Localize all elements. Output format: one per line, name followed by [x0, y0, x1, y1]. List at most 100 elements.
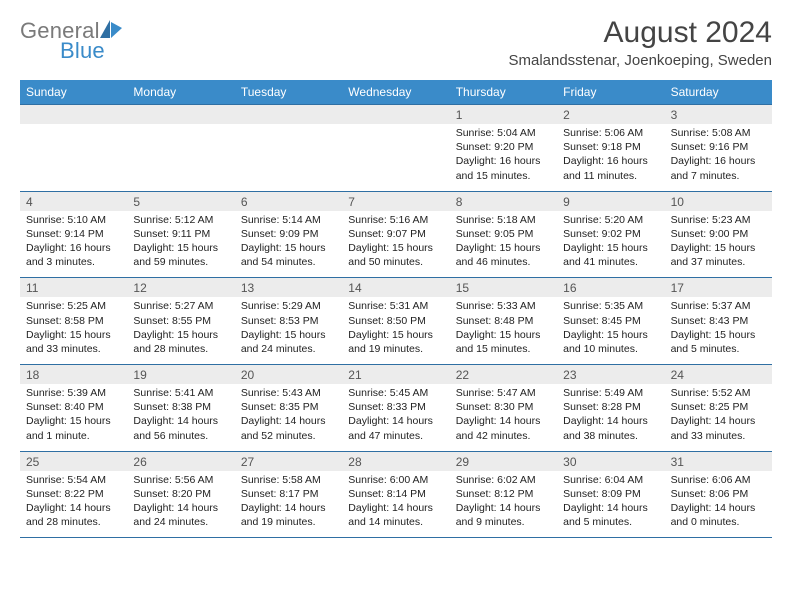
day-number-band: 25262728293031	[20, 452, 772, 471]
day-sunrise: Sunrise: 5:14 AM	[241, 213, 336, 227]
day-number: 7	[342, 192, 449, 211]
day-sunrise: Sunrise: 5:35 AM	[563, 299, 658, 313]
day-sunset: Sunset: 8:14 PM	[348, 487, 443, 501]
day-daylight1: Daylight: 14 hours	[348, 414, 443, 428]
day-sunset: Sunset: 8:25 PM	[671, 400, 766, 414]
week-row: 25262728293031Sunrise: 5:54 AMSunset: 8:…	[20, 451, 772, 539]
day-daylight1: Daylight: 14 hours	[133, 414, 228, 428]
day-daylight1: Daylight: 15 hours	[563, 328, 658, 342]
day-number: 14	[342, 278, 449, 297]
day-sunset: Sunset: 8:55 PM	[133, 314, 228, 328]
day-daylight2: and 24 minutes.	[133, 515, 228, 529]
day-number: 16	[557, 278, 664, 297]
day-cell: Sunrise: 5:31 AMSunset: 8:50 PMDaylight:…	[342, 297, 449, 364]
day-daylight2: and 5 minutes.	[563, 515, 658, 529]
day-sunset: Sunset: 8:12 PM	[456, 487, 551, 501]
day-cell: Sunrise: 5:54 AMSunset: 8:22 PMDaylight:…	[20, 471, 127, 538]
week-row: 11121314151617Sunrise: 5:25 AMSunset: 8:…	[20, 277, 772, 364]
day-daylight2: and 24 minutes.	[241, 342, 336, 356]
day-daylight2: and 5 minutes.	[671, 342, 766, 356]
day-cell: Sunrise: 5:43 AMSunset: 8:35 PMDaylight:…	[235, 384, 342, 451]
day-sunset: Sunset: 8:30 PM	[456, 400, 551, 414]
dow-wed: Wednesday	[342, 80, 449, 104]
day-number: 28	[342, 452, 449, 471]
day-cell: Sunrise: 5:12 AMSunset: 9:11 PMDaylight:…	[127, 211, 234, 278]
day-daylight1: Daylight: 15 hours	[241, 241, 336, 255]
day-cell: Sunrise: 5:35 AMSunset: 8:45 PMDaylight:…	[557, 297, 664, 364]
day-daylight2: and 0 minutes.	[671, 515, 766, 529]
day-sunrise: Sunrise: 5:27 AM	[133, 299, 228, 313]
day-sunset: Sunset: 9:02 PM	[563, 227, 658, 241]
day-daylight2: and 19 minutes.	[348, 342, 443, 356]
day-sunrise: Sunrise: 5:56 AM	[133, 473, 228, 487]
day-sunset: Sunset: 8:09 PM	[563, 487, 658, 501]
day-cell: Sunrise: 5:52 AMSunset: 8:25 PMDaylight:…	[665, 384, 772, 451]
day-daylight2: and 38 minutes.	[563, 429, 658, 443]
day-daylight1: Daylight: 14 hours	[348, 501, 443, 515]
week-row: 123Sunrise: 5:04 AMSunset: 9:20 PMDaylig…	[20, 104, 772, 191]
day-sunset: Sunset: 9:16 PM	[671, 140, 766, 154]
day-sunrise: Sunrise: 5:08 AM	[671, 126, 766, 140]
page-title: August 2024	[508, 18, 772, 48]
day-sunset: Sunset: 8:40 PM	[26, 400, 121, 414]
week-row: 18192021222324Sunrise: 5:39 AMSunset: 8:…	[20, 364, 772, 451]
days-of-week-row: Sunday Monday Tuesday Wednesday Thursday…	[20, 80, 772, 104]
day-sunset: Sunset: 9:14 PM	[26, 227, 121, 241]
day-sunrise: Sunrise: 5:52 AM	[671, 386, 766, 400]
day-number	[235, 105, 342, 124]
logo-part2: Blue	[60, 38, 105, 63]
day-daylight2: and 37 minutes.	[671, 255, 766, 269]
day-daylight1: Daylight: 14 hours	[456, 501, 551, 515]
day-sunrise: Sunrise: 5:45 AM	[348, 386, 443, 400]
day-number: 26	[127, 452, 234, 471]
day-daylight1: Daylight: 15 hours	[26, 328, 121, 342]
day-daylight2: and 33 minutes.	[26, 342, 121, 356]
day-cell: Sunrise: 5:18 AMSunset: 9:05 PMDaylight:…	[450, 211, 557, 278]
day-cell: Sunrise: 5:27 AMSunset: 8:55 PMDaylight:…	[127, 297, 234, 364]
day-daylight2: and 14 minutes.	[348, 515, 443, 529]
day-daylight2: and 59 minutes.	[133, 255, 228, 269]
day-number: 29	[450, 452, 557, 471]
day-number	[342, 105, 449, 124]
weeks-container: 123Sunrise: 5:04 AMSunset: 9:20 PMDaylig…	[20, 104, 772, 538]
day-sunrise: Sunrise: 5:33 AM	[456, 299, 551, 313]
dow-fri: Friday	[557, 80, 664, 104]
day-sunrise: Sunrise: 6:02 AM	[456, 473, 551, 487]
day-number: 24	[665, 365, 772, 384]
week-row: 45678910Sunrise: 5:10 AMSunset: 9:14 PMD…	[20, 191, 772, 278]
day-number: 25	[20, 452, 127, 471]
day-number: 2	[557, 105, 664, 124]
dow-thu: Thursday	[450, 80, 557, 104]
day-sunset: Sunset: 8:50 PM	[348, 314, 443, 328]
day-cell: Sunrise: 5:37 AMSunset: 8:43 PMDaylight:…	[665, 297, 772, 364]
day-number: 19	[127, 365, 234, 384]
day-cell: Sunrise: 5:23 AMSunset: 9:00 PMDaylight:…	[665, 211, 772, 278]
day-number: 6	[235, 192, 342, 211]
day-number: 12	[127, 278, 234, 297]
day-cell: Sunrise: 5:41 AMSunset: 8:38 PMDaylight:…	[127, 384, 234, 451]
day-daylight1: Daylight: 14 hours	[26, 501, 121, 515]
day-daylight1: Daylight: 14 hours	[456, 414, 551, 428]
day-number: 17	[665, 278, 772, 297]
day-cell: Sunrise: 5:06 AMSunset: 9:18 PMDaylight:…	[557, 124, 664, 191]
day-sunset: Sunset: 9:05 PM	[456, 227, 551, 241]
day-sunrise: Sunrise: 5:47 AM	[456, 386, 551, 400]
day-daylight1: Daylight: 15 hours	[456, 328, 551, 342]
day-number: 13	[235, 278, 342, 297]
day-daylight2: and 7 minutes.	[671, 169, 766, 183]
day-daylight1: Daylight: 15 hours	[26, 414, 121, 428]
day-cell: Sunrise: 5:33 AMSunset: 8:48 PMDaylight:…	[450, 297, 557, 364]
day-number-band: 11121314151617	[20, 278, 772, 297]
day-number-band: 123	[20, 105, 772, 124]
day-daylight1: Daylight: 16 hours	[26, 241, 121, 255]
day-sunset: Sunset: 9:07 PM	[348, 227, 443, 241]
day-daylight1: Daylight: 15 hours	[133, 328, 228, 342]
day-cell: Sunrise: 5:49 AMSunset: 8:28 PMDaylight:…	[557, 384, 664, 451]
day-daylight1: Daylight: 16 hours	[456, 154, 551, 168]
dow-sun: Sunday	[20, 80, 127, 104]
day-sunrise: Sunrise: 5:12 AM	[133, 213, 228, 227]
day-sunrise: Sunrise: 5:29 AM	[241, 299, 336, 313]
day-daylight2: and 15 minutes.	[456, 169, 551, 183]
day-daylight2: and 10 minutes.	[563, 342, 658, 356]
day-daylight2: and 50 minutes.	[348, 255, 443, 269]
